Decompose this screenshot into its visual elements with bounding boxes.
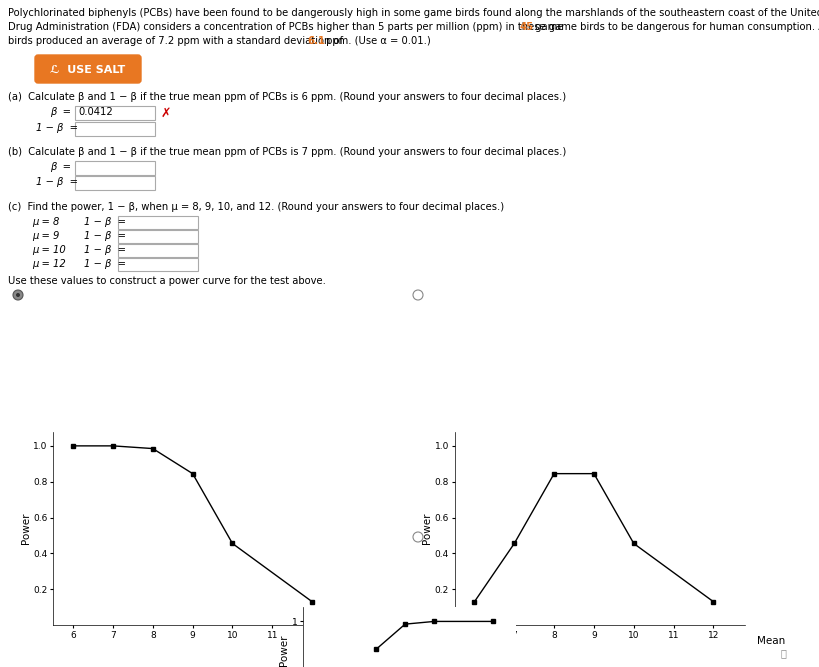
Text: Mean: Mean	[757, 636, 785, 646]
Text: μ = 10: μ = 10	[32, 245, 66, 255]
FancyBboxPatch shape	[35, 55, 141, 83]
FancyBboxPatch shape	[118, 258, 198, 271]
Text: μ = 8: μ = 8	[32, 217, 59, 227]
Text: 1 − β  =: 1 − β =	[36, 177, 78, 187]
FancyBboxPatch shape	[118, 216, 198, 229]
Text: ppm. (Use α = 0.01.): ppm. (Use α = 0.01.)	[323, 36, 431, 46]
Circle shape	[16, 293, 20, 297]
Text: game: game	[532, 22, 563, 32]
Text: (b)  Calculate β and 1 − β if the true mean ppm of PCBs is 7 ppm. (Round your an: (b) Calculate β and 1 − β if the true me…	[8, 147, 566, 157]
Text: 0.0412: 0.0412	[78, 107, 113, 117]
Text: ⓘ: ⓘ	[781, 648, 786, 658]
Text: 6.1: 6.1	[307, 36, 325, 46]
Text: Polychlorinated biphenyls (PCBs) have been found to be dangerously high in some : Polychlorinated biphenyls (PCBs) have be…	[8, 8, 819, 18]
Text: β  =: β =	[50, 107, 71, 117]
Text: 1 − β  =: 1 − β =	[84, 231, 126, 241]
Text: ⓘ: ⓘ	[379, 648, 385, 658]
Text: Use these values to construct a power curve for the test above.: Use these values to construct a power cu…	[8, 276, 326, 286]
Text: (c)  Find the power, 1 − β, when μ = 8, 9, 10, and 12. (Round your answers to fo: (c) Find the power, 1 − β, when μ = 8, 9…	[8, 202, 505, 212]
Text: 1 − β  =: 1 − β =	[84, 245, 126, 255]
Text: ℒ  USE SALT: ℒ USE SALT	[51, 65, 125, 75]
Y-axis label: Power: Power	[20, 512, 30, 544]
Text: ✗: ✗	[161, 107, 171, 120]
FancyBboxPatch shape	[118, 230, 198, 243]
Text: μ = 9: μ = 9	[32, 231, 59, 241]
Text: Mean: Mean	[355, 636, 384, 646]
Text: β  =: β =	[50, 162, 71, 172]
Text: Drug Administration (FDA) considers a concentration of PCBs higher than 5 parts : Drug Administration (FDA) considers a co…	[8, 22, 819, 32]
Y-axis label: Power: Power	[422, 512, 432, 544]
FancyBboxPatch shape	[75, 176, 155, 190]
FancyBboxPatch shape	[118, 244, 198, 257]
Circle shape	[413, 532, 423, 542]
Text: μ = 12: μ = 12	[32, 259, 66, 269]
Text: 1 − β  =: 1 − β =	[84, 259, 126, 269]
Text: 45: 45	[519, 22, 533, 32]
FancyBboxPatch shape	[75, 106, 155, 120]
Text: 1 − β  =: 1 − β =	[84, 217, 126, 227]
Circle shape	[13, 290, 23, 300]
Text: birds produced an average of 7.2 ppm with a standard deviation of: birds produced an average of 7.2 ppm wit…	[8, 36, 346, 46]
Y-axis label: Power: Power	[279, 634, 289, 666]
Circle shape	[413, 290, 423, 300]
Text: (a)  Calculate β and 1 − β if the true mean ppm of PCBs is 6 ppm. (Round your an: (a) Calculate β and 1 − β if the true me…	[8, 92, 566, 102]
FancyBboxPatch shape	[75, 161, 155, 175]
FancyBboxPatch shape	[75, 122, 155, 136]
Text: 1 − β  =: 1 − β =	[36, 123, 78, 133]
